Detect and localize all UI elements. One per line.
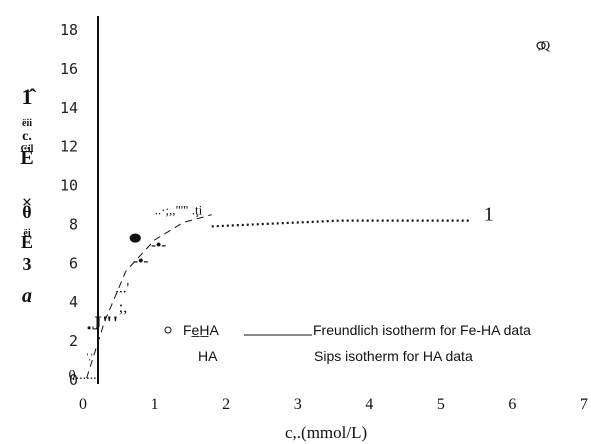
feha-data-point bbox=[129, 233, 141, 243]
annotation-text: ...' bbox=[115, 281, 129, 297]
y-label-glyph: Ë bbox=[20, 146, 33, 169]
y-label-glyph: c. bbox=[22, 129, 32, 144]
annotation-text: ..·;,,"'" .ţi bbox=[155, 203, 203, 218]
y-tick-label: 10 bbox=[60, 177, 78, 195]
annotations: 1 .J"' '.' 0...... ...';, ..·;,,"'" .ţi -•--•-… bbox=[69, 37, 551, 383]
y-label-glyph: ëi bbox=[23, 228, 30, 239]
legend-label-feha: Fe̲H̲A bbox=[183, 322, 219, 338]
y-tick-label: 16 bbox=[60, 60, 78, 78]
annotation-text: ;, bbox=[119, 299, 127, 316]
legend-marker-open bbox=[164, 326, 172, 334]
y-label-glyph: × bbox=[22, 192, 32, 212]
sips-fit-line bbox=[211, 219, 470, 228]
y-label-glyph: 3 bbox=[23, 254, 32, 274]
data-points bbox=[129, 41, 546, 243]
y-label-glyph: a bbox=[22, 285, 32, 307]
legend: Fe̲H̲A Freundlich isotherm for Fe-HA dat… bbox=[164, 322, 531, 364]
annotation-text: .J"' bbox=[87, 312, 119, 334]
legend-label-sips: Sips isotherm for HA data bbox=[314, 348, 473, 364]
y-label-glyph: θ bbox=[22, 202, 31, 222]
y-label-glyph: 1̂ bbox=[22, 84, 37, 109]
y-label-glyph: Cil bbox=[21, 144, 34, 155]
x-tick-label: 3 bbox=[294, 396, 302, 413]
x-tick-label: 4 bbox=[365, 396, 373, 413]
y-tick-label: 6 bbox=[69, 254, 78, 272]
x-tick-label: 5 bbox=[437, 396, 445, 413]
x-axis-label: c,.(mmol/L) bbox=[285, 423, 367, 442]
legend-label-freundlich: Freundlich isotherm for Fe-HA data bbox=[313, 322, 531, 338]
y-tick-label: 4 bbox=[69, 293, 78, 311]
y-tick-label: 14 bbox=[60, 99, 78, 117]
legend-label-ha: HA bbox=[198, 348, 218, 364]
annotation-text: 1 bbox=[484, 204, 494, 226]
ha-data-point bbox=[536, 41, 546, 50]
annotation-text: '.' bbox=[87, 353, 93, 364]
freundlich-fit-line bbox=[86, 214, 212, 379]
x-tick-label: 7 bbox=[580, 396, 588, 413]
y-label-glyph: E bbox=[21, 232, 33, 252]
annotation-text: 0...... bbox=[69, 368, 97, 383]
x-tick-label: 2 bbox=[222, 396, 230, 413]
y-tick-labels: 0 2 4 6 8 10 12 14 16 18 bbox=[60, 21, 78, 389]
y-tick-label: 2 bbox=[69, 332, 78, 350]
y-tick-label: 18 bbox=[60, 21, 78, 39]
fit-curves bbox=[86, 214, 470, 379]
x-tick-label: 6 bbox=[508, 396, 516, 413]
annotation-text: -•- bbox=[133, 253, 148, 269]
y-tick-label: 8 bbox=[69, 215, 78, 233]
x-tick-labels: 0 1 2 3 4 5 6 7 bbox=[79, 396, 588, 413]
y-label-glyph: ëii bbox=[22, 118, 32, 129]
annotation-text: -•- bbox=[151, 238, 166, 254]
y-tick-label: 12 bbox=[60, 138, 78, 156]
annotation-text: ,Q bbox=[537, 37, 550, 52]
y-tick-label: 0 bbox=[69, 371, 78, 389]
x-tick-label: 0 bbox=[79, 396, 87, 413]
x-tick-label: 1 bbox=[151, 396, 159, 413]
